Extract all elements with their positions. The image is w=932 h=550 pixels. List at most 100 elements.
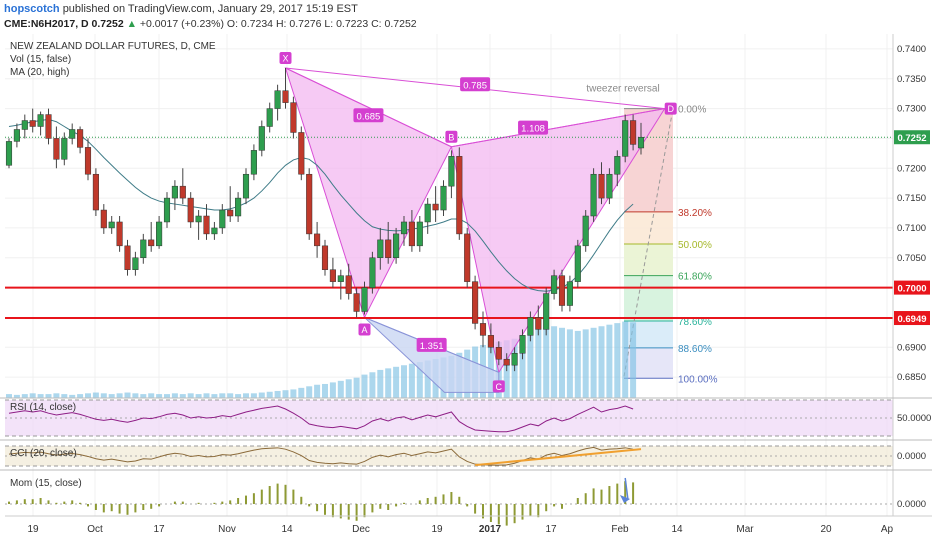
candle-body-74 — [590, 173, 597, 217]
candle-body-55 — [440, 185, 447, 211]
candle-body-0 — [5, 141, 13, 166]
fib-label-3: 61.80% — [678, 272, 712, 283]
ratio-badge-1 — [460, 77, 491, 92]
level-tag-0 — [894, 280, 930, 295]
mom-label: Mom (15, close) — [10, 478, 82, 489]
ratio-label-3: 1.351 — [420, 341, 444, 352]
candle-body-7 — [61, 138, 68, 160]
candle-body-17 — [140, 239, 147, 259]
volume-bar-73 — [582, 329, 589, 398]
candle-body-47 — [377, 239, 384, 259]
volume-bar-38 — [306, 386, 313, 398]
publish-line: hopscotch published on TradingView.com, … — [4, 3, 358, 15]
candle-body-19 — [156, 221, 163, 247]
legend-title: NEW ZEALAND DOLLAR FUTURES, D, CME — [10, 41, 216, 52]
x-tick-6: 19 — [431, 524, 443, 535]
candle-body-70 — [558, 275, 566, 306]
volume-bar-75 — [598, 326, 605, 398]
candle-body-65 — [519, 335, 526, 354]
candle-body-34 — [274, 90, 281, 109]
price-chart[interactable]: 0.00% 38.20% 50.00% 61.80% 78.60% 88.60% 100.0… — [0, 34, 932, 550]
chart-header: hopscotch published on TradingView.com, … — [0, 0, 932, 34]
volume-bar-18 — [148, 393, 155, 398]
volume-bar-51 — [408, 363, 415, 398]
candle-body-1 — [13, 129, 20, 142]
volume-bar-67 — [535, 329, 542, 398]
volume-bar-13 — [108, 394, 115, 398]
volume-bar-70 — [559, 327, 565, 398]
tweezer-note: tweezer reversal — [586, 84, 659, 95]
cci-trendline — [475, 448, 642, 467]
candle-body-79 — [630, 120, 637, 145]
volume-bar-14 — [116, 393, 123, 398]
x-tick-11: Mar — [736, 524, 754, 535]
point-label-C: C — [496, 382, 503, 392]
point-badge-X — [279, 52, 292, 65]
candle-body-50 — [400, 221, 408, 235]
ratio-badge-2 — [518, 120, 549, 135]
published-text: published on TradingView.com, January 29… — [62, 3, 358, 15]
volume-bar-8 — [69, 394, 76, 398]
x-tick-2: 17 — [153, 524, 165, 535]
candle-body-42 — [337, 275, 344, 282]
last-price: 0.7252 — [91, 18, 124, 30]
last-price-label: 0.7252 — [897, 133, 926, 144]
candle-body-10 — [84, 147, 92, 175]
candle-body-76 — [606, 173, 613, 199]
candle-body-20 — [163, 197, 171, 223]
candle-body-26 — [211, 227, 218, 235]
fib-zone-1 — [624, 211, 673, 245]
candle-body-60 — [479, 323, 487, 336]
level-label-1: 0.6949 — [897, 314, 926, 325]
volume-bar-76 — [606, 324, 613, 398]
candles — [5, 68, 645, 372]
volume-bar-66 — [527, 332, 534, 398]
grid — [5, 34, 893, 516]
candle-body-72 — [574, 245, 581, 282]
rsi-label: RSI (14, close) — [10, 402, 76, 413]
level-label-0: 0.7000 — [897, 284, 926, 295]
author-link[interactable]: hopscotch — [4, 3, 60, 15]
y-tick-6: 0.7100 — [897, 223, 926, 234]
candle-body-78 — [622, 120, 629, 157]
fib-label-5: 88.60% — [678, 344, 712, 355]
volume-bar-72 — [574, 330, 581, 398]
candle-body-22 — [179, 185, 186, 199]
candle-body-9 — [77, 129, 84, 148]
candle-body-3 — [29, 120, 36, 127]
fib-label-6: 100.00% — [678, 374, 718, 385]
last-price-tag — [894, 130, 930, 145]
candle-body-56 — [448, 156, 455, 187]
fib-label-0: 0.00% — [678, 105, 706, 116]
volume-bar-24 — [195, 394, 202, 398]
candle-body-18 — [148, 239, 155, 247]
volume-bar-50 — [401, 365, 407, 398]
candle-body-67 — [535, 317, 542, 330]
symbol-label: CME:N6H2017, D — [4, 18, 89, 30]
volume-bar-53 — [424, 360, 431, 398]
rsi-line — [8, 405, 634, 433]
candle-body-21 — [171, 185, 178, 199]
x-tick-1: Oct — [87, 524, 103, 535]
cci-line — [8, 446, 634, 466]
candle-body-64 — [511, 352, 518, 366]
rsi-background — [5, 400, 893, 436]
rsi-level-label: 50.0000 — [897, 413, 931, 424]
candle-body-8 — [69, 129, 76, 139]
volume-bar-42 — [337, 380, 344, 398]
ma-line — [8, 118, 634, 292]
mom-arrow-line — [624, 477, 629, 501]
y-tick-7: 0.7050 — [897, 253, 926, 264]
volume-bar-7 — [61, 394, 68, 398]
x-tick-5: Dec — [352, 524, 370, 535]
volume-bar-27 — [219, 393, 226, 398]
ratio-label-1: 0.785 — [463, 80, 487, 91]
volume-bar-68 — [543, 327, 550, 398]
volume-bar-36 — [290, 389, 297, 398]
volume-bar-46 — [369, 372, 376, 398]
volume-bar-16 — [132, 393, 139, 398]
volume-bars — [6, 321, 637, 398]
ohlc-values: O: 0.7234 H: 0.7276 L: 0.7223 C: 0.7252 — [226, 18, 417, 30]
point-badge-A — [358, 323, 371, 336]
candle-body-61 — [487, 335, 494, 348]
